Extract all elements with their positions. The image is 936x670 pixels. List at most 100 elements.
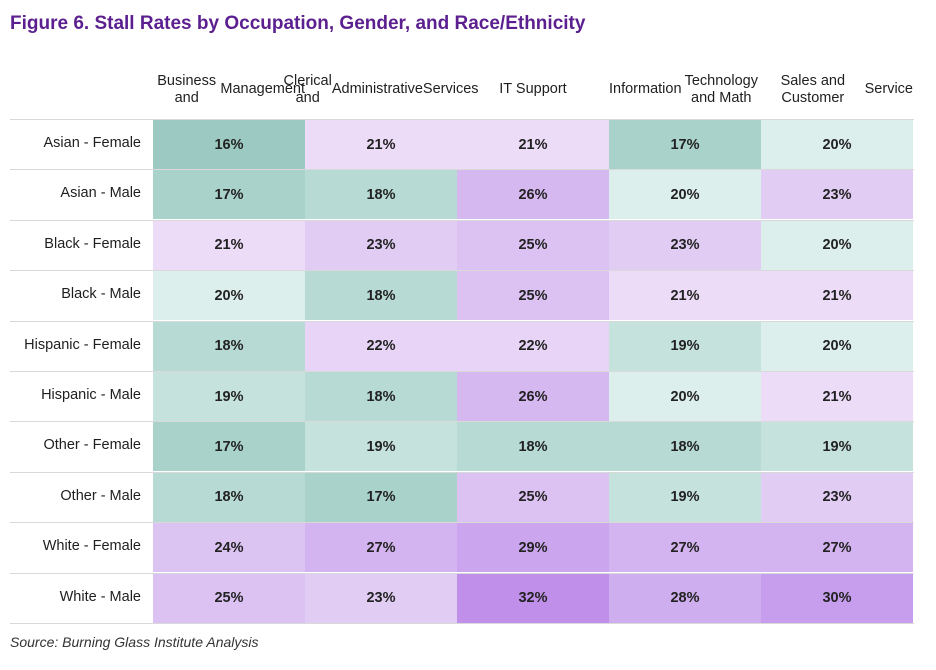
column-header-line: Technology and Math xyxy=(684,72,758,107)
heatmap-cell: 25% xyxy=(457,220,609,270)
cell-value: 29% xyxy=(518,539,548,556)
heatmap-cell: 18% xyxy=(457,422,609,472)
cell-value: 27% xyxy=(670,539,700,556)
cell-value: 27% xyxy=(366,539,396,556)
column-header-line: Management xyxy=(220,81,305,98)
heatmap-cell: 20% xyxy=(761,120,913,169)
cell-value: 24% xyxy=(214,539,244,556)
column-header: Clerical and Administrative Services xyxy=(284,62,479,118)
heatmap-cell: 27% xyxy=(609,523,761,573)
heatmap-cell: 22% xyxy=(457,321,609,371)
heatmap-cell: 21% xyxy=(609,271,761,321)
column-header-line: Business and xyxy=(157,72,217,107)
heatmap-cell: 18% xyxy=(153,472,305,522)
cell-value: 19% xyxy=(214,388,244,405)
cell-value: 23% xyxy=(822,489,852,506)
row-label: Hispanic - Male xyxy=(41,387,141,403)
heatmap-cell: 19% xyxy=(761,422,913,472)
heatmap-cell: 21% xyxy=(457,120,609,169)
heatmap-cell: 17% xyxy=(153,170,305,220)
heatmap-cell: 32% xyxy=(457,573,609,623)
cell-value: 25% xyxy=(214,590,244,607)
row-divider xyxy=(10,119,914,120)
heatmap-cell: 22% xyxy=(305,321,457,371)
cell-value: 20% xyxy=(670,186,700,203)
cell-value: 26% xyxy=(518,186,548,203)
heatmap-cell: 26% xyxy=(457,170,609,220)
cell-value: 21% xyxy=(214,237,244,254)
heatmap-cell: 20% xyxy=(609,372,761,421)
column-header: Information Technology and Math xyxy=(609,62,761,118)
heatmap-cell: 18% xyxy=(305,170,457,220)
row-divider xyxy=(10,320,914,322)
cell-value: 19% xyxy=(670,338,700,355)
heatmap-cell: 23% xyxy=(609,220,761,270)
heatmap-cell: 27% xyxy=(761,523,913,573)
cell-value: 23% xyxy=(822,186,852,203)
cell-value: 18% xyxy=(518,438,548,455)
heatmap-cell: 21% xyxy=(761,372,913,421)
heatmap-cell: 19% xyxy=(153,372,305,421)
row-divider xyxy=(10,371,914,372)
cell-value: 20% xyxy=(822,338,852,355)
cell-value: 17% xyxy=(366,489,396,506)
column-header: Business and Management xyxy=(153,62,305,118)
heatmap-cell: 20% xyxy=(761,321,913,371)
cell-value: 30% xyxy=(822,590,852,607)
heatmap-cell: 27% xyxy=(305,523,457,573)
heatmap-cell: 16% xyxy=(153,120,305,169)
heatmap-cell: 21% xyxy=(761,271,913,321)
cell-value: 23% xyxy=(366,237,396,254)
cell-value: 18% xyxy=(366,287,396,304)
chart-title: Figure 6. Stall Rates by Occupation, Gen… xyxy=(10,13,586,34)
cell-value: 21% xyxy=(822,287,852,304)
column-header-line: Sales and Customer xyxy=(780,72,846,107)
heatmap-cell: 18% xyxy=(305,271,457,321)
row-divider xyxy=(10,270,914,272)
heatmap-cell: 26% xyxy=(457,372,609,421)
row-divider xyxy=(10,572,914,574)
cell-value: 28% xyxy=(670,590,700,607)
heatmap-cell: 29% xyxy=(457,523,609,573)
column-header-line: IT Support xyxy=(499,81,567,98)
column-header: IT Support xyxy=(457,62,609,118)
cell-value: 19% xyxy=(822,438,852,455)
heatmap-cell: 23% xyxy=(305,220,457,270)
cell-value: 25% xyxy=(518,489,548,506)
column-header-line: Information xyxy=(609,81,682,98)
row-divider xyxy=(10,522,914,524)
cell-value: 19% xyxy=(670,489,700,506)
cell-value: 18% xyxy=(366,186,396,203)
cell-value: 18% xyxy=(214,338,244,355)
cell-value: 17% xyxy=(214,186,244,203)
cell-value: 18% xyxy=(366,388,396,405)
row-label: Black - Male xyxy=(61,286,141,303)
row-divider xyxy=(10,421,914,423)
column-header-line: Administrative xyxy=(331,81,423,98)
heatmap-cell: 23% xyxy=(761,472,913,522)
cell-value: 17% xyxy=(214,438,244,455)
cell-value: 32% xyxy=(518,590,548,607)
heatmap-cell: 17% xyxy=(305,472,457,522)
source-note: Source: Burning Glass Institute Analysis xyxy=(10,634,259,650)
cell-value: 26% xyxy=(518,388,548,405)
column-header-line: Clerical and xyxy=(283,72,332,107)
cell-value: 20% xyxy=(822,136,852,153)
cell-value: 21% xyxy=(670,287,700,304)
column-header-line: Services xyxy=(422,81,479,98)
cell-value: 20% xyxy=(822,237,852,254)
row-divider xyxy=(10,471,914,473)
row-label: Asian - Female xyxy=(43,135,141,151)
cell-value: 27% xyxy=(822,539,852,556)
heatmap-cell: 25% xyxy=(457,472,609,522)
heatmap-cell: 18% xyxy=(153,321,305,371)
column-header: Sales and Customer Service xyxy=(761,62,913,118)
row-label: Other - Male xyxy=(60,487,141,504)
cell-value: 17% xyxy=(670,136,700,153)
heatmap-cell: 25% xyxy=(457,271,609,321)
heatmap-cell: 18% xyxy=(305,372,457,421)
heatmap-cell: 20% xyxy=(609,170,761,220)
heatmap-cell: 20% xyxy=(761,220,913,270)
column-header-line: Service xyxy=(864,81,913,98)
row-label: White - Female xyxy=(42,538,141,555)
